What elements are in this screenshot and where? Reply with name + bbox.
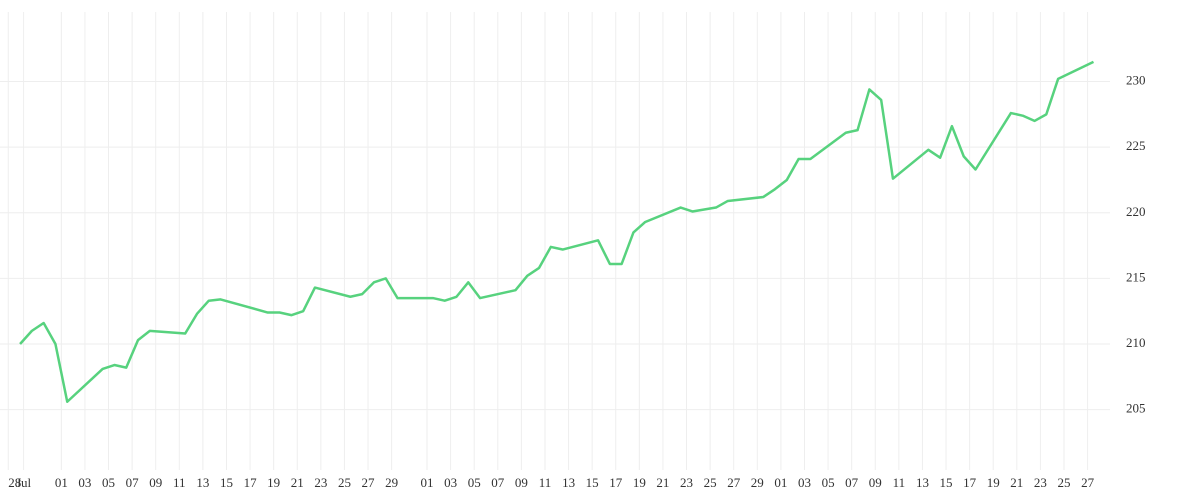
x-tick-label: 07 [491, 475, 505, 490]
x-tick-label: 19 [633, 475, 646, 490]
x-tick-label: 01 [421, 475, 434, 490]
x-tick-label: 15 [220, 475, 233, 490]
x-tick-label: 13 [196, 475, 209, 490]
y-tick-label: 225 [1126, 138, 1146, 153]
x-tick-label: 17 [963, 475, 977, 490]
x-tick-label: 03 [444, 475, 457, 490]
x-tick-label: 05 [468, 475, 481, 490]
x-tick-label: 21 [656, 475, 669, 490]
x-tick-label: 03 [798, 475, 811, 490]
x-tick-label: 29 [385, 475, 398, 490]
x-tick-label: 13 [916, 475, 929, 490]
y-tick-label: 215 [1126, 269, 1146, 284]
y-tick-label: 230 [1126, 73, 1146, 88]
x-tick-label: 07 [126, 475, 140, 490]
x-tick-label: 09 [515, 475, 528, 490]
x-tick-label: 17 [609, 475, 623, 490]
x-tick-label: 05 [822, 475, 835, 490]
y-tick-label: 220 [1126, 204, 1146, 219]
y-tick-label: 205 [1126, 401, 1146, 416]
x-tick-label: 21 [291, 475, 304, 490]
x-tick-label: 09 [149, 475, 162, 490]
x-tick-label: 01 [774, 475, 787, 490]
x-tick-label: 01 [55, 475, 68, 490]
x-tick-label: 03 [78, 475, 91, 490]
x-tick-label: 28 [8, 475, 21, 490]
x-tick-label: 15 [940, 475, 953, 490]
x-tick-label: 11 [893, 475, 906, 490]
x-tick-label: 21 [1010, 475, 1023, 490]
x-tick-label: 25 [704, 475, 717, 490]
line-series [19, 60, 1095, 404]
x-tick-label: 11 [539, 475, 552, 490]
x-tick-label: 09 [869, 475, 882, 490]
x-tick-label: 13 [562, 475, 575, 490]
x-tick-label: 25 [1057, 475, 1070, 490]
x-tick-label: 11 [173, 475, 186, 490]
x-tick-label: 23 [680, 475, 693, 490]
x-tick-label: 27 [1081, 475, 1095, 490]
x-tick-label: Jul [16, 475, 32, 490]
x-tick-label: 15 [586, 475, 599, 490]
x-tick-label: 27 [727, 475, 741, 490]
x-tick-label: 05 [102, 475, 115, 490]
x-tick-label: 23 [1034, 475, 1047, 490]
x-tick-label: 23 [314, 475, 327, 490]
x-tick-label: 25 [338, 475, 351, 490]
x-tick-label: 07 [845, 475, 859, 490]
y-tick-label: 210 [1126, 335, 1146, 350]
x-tick-label: 29 [751, 475, 764, 490]
x-tick-label: 19 [267, 475, 280, 490]
x-tick-label: 17 [244, 475, 258, 490]
x-tick-label: 27 [362, 475, 376, 490]
x-tick-label: 19 [987, 475, 1000, 490]
